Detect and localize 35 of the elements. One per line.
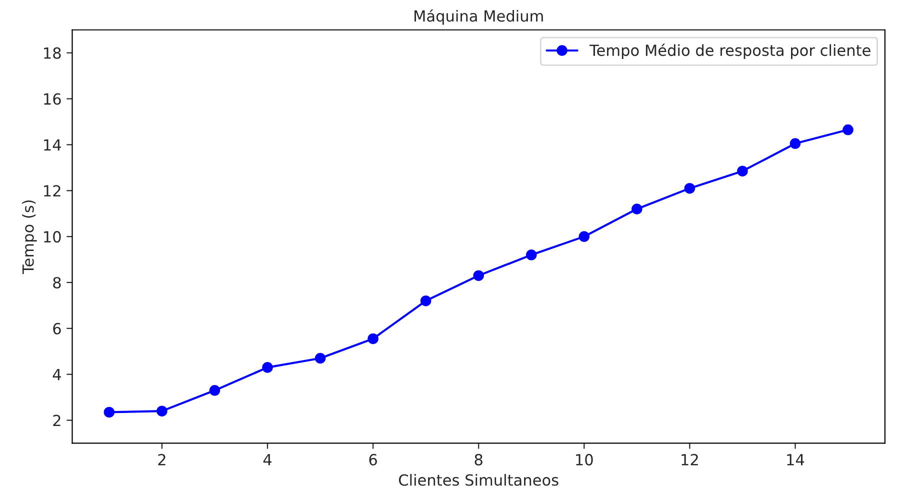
- x-tick-label: 4: [263, 454, 272, 466]
- point: [737, 166, 748, 176]
- x-tick-label: 8: [474, 454, 482, 466]
- y-tick-label: 18: [44, 47, 61, 59]
- y-tick-label: 4: [52, 368, 61, 380]
- point: [104, 406, 115, 418]
- point: [578, 231, 590, 242]
- point: [842, 124, 854, 136]
- point: [420, 295, 432, 306]
- chart-title: Máquina Medium: [414, 9, 543, 25]
- point: [262, 362, 273, 373]
- x-tick-label: 10: [576, 454, 593, 466]
- y-tick-label: 2: [53, 414, 60, 426]
- point: [473, 270, 484, 281]
- y-axis-title: Tempo (s): [22, 200, 37, 274]
- y-tick-label: 6: [53, 322, 61, 334]
- y-tick-label: 14: [44, 139, 61, 150]
- point: [156, 406, 168, 416]
- point: [790, 138, 801, 149]
- point: [368, 333, 378, 344]
- x-tick-label: 6: [369, 454, 377, 466]
- point: [684, 182, 696, 194]
- y-tick-label: 8: [53, 276, 61, 288]
- point: [209, 385, 220, 396]
- point: [526, 250, 537, 260]
- x-tick-label: 12: [682, 454, 698, 466]
- x-tick-label: 14: [787, 454, 804, 466]
- y-tick-label: 12: [44, 185, 60, 196]
- point: [314, 352, 326, 364]
- x-tick-label: 2: [158, 454, 166, 466]
- x-axis-title: Clientes Simultaneos: [398, 474, 558, 486]
- y-tick-label: 10: [44, 231, 61, 243]
- y-tick-label: 16: [44, 93, 61, 105]
- point: [632, 204, 642, 214]
- legend-label: Tempo Médio de resposta por cliente: [589, 44, 870, 60]
